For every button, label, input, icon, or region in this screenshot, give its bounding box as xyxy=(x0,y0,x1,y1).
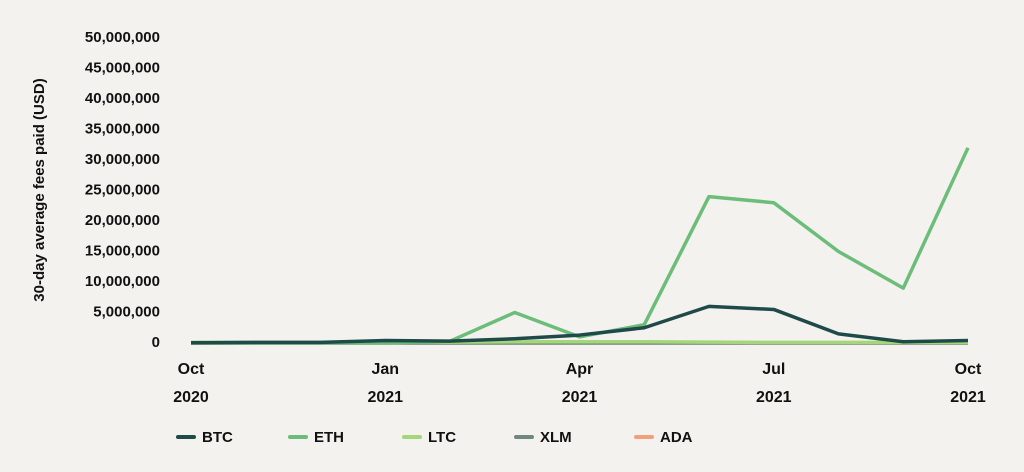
y-tick-label: 25,000,000 xyxy=(85,181,160,198)
x-tick-label: Jan 2021 xyxy=(367,361,404,406)
legend-label: ADA xyxy=(660,429,693,446)
legend-label: ETH xyxy=(314,429,344,446)
y-tick-label: 5,000,000 xyxy=(93,303,160,320)
y-tick-label: 15,000,000 xyxy=(85,242,160,259)
x-tick-label: Oct 2021 xyxy=(950,361,986,406)
y-tick-label: 35,000,000 xyxy=(85,120,160,137)
y-tick-label: 50,000,000 xyxy=(85,29,160,46)
y-tick-label: 10,000,000 xyxy=(85,273,160,290)
x-tick-label: Oct 2020 xyxy=(173,361,209,406)
y-tick-label: 20,000,000 xyxy=(85,212,160,229)
series-line xyxy=(190,304,969,345)
y-tick-label: 0 xyxy=(152,334,160,351)
legend-label: LTC xyxy=(428,429,456,446)
series-line xyxy=(191,147,970,345)
legend-label: BTC xyxy=(202,429,233,446)
y-axis-label: 30-day average fees paid (USD) xyxy=(31,78,48,301)
y-tick-label: 45,000,000 xyxy=(85,59,160,76)
y-tick-label: 40,000,000 xyxy=(85,90,160,107)
x-tick-label: Jul 2021 xyxy=(755,361,792,406)
legend-label: XLM xyxy=(540,429,572,446)
x-tick-label: Apr 2021 xyxy=(561,361,598,406)
y-tick-label: 30,000,000 xyxy=(85,151,160,168)
